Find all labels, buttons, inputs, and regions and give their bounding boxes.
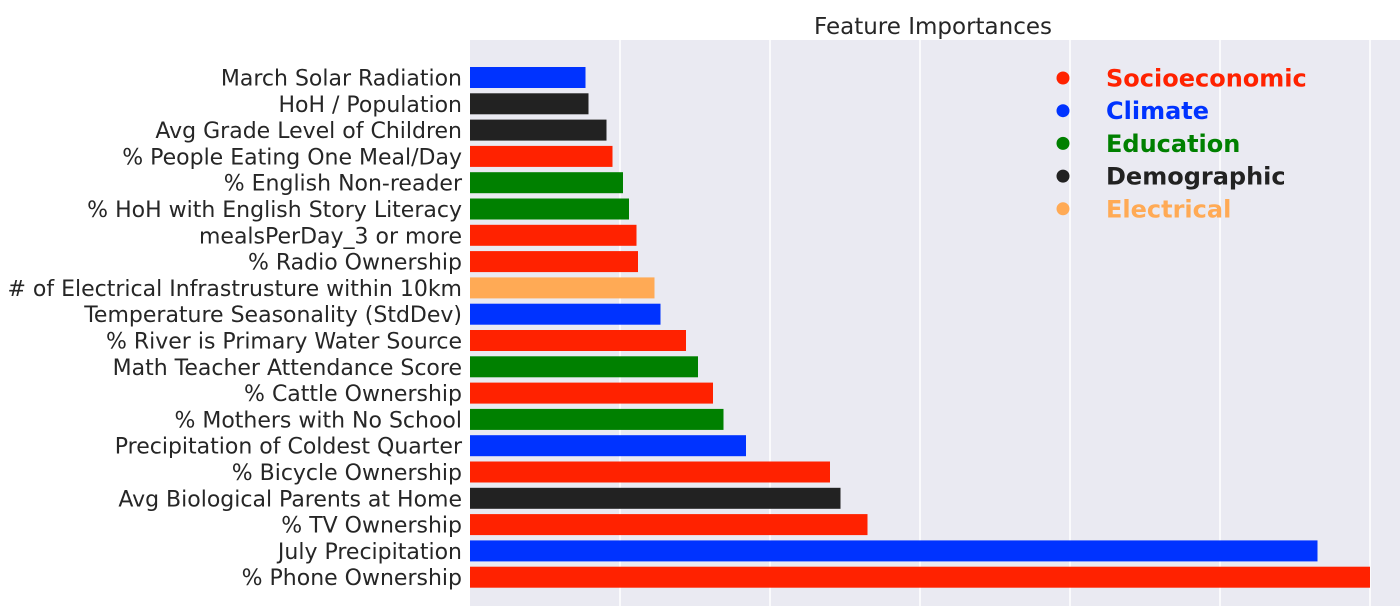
grid-lines <box>619 40 1371 606</box>
legend-marker <box>1056 202 1070 216</box>
y-tick-label: % Radio Ownership <box>248 251 462 276</box>
y-tick-label: % Bicycle Ownership <box>232 461 462 486</box>
y-tick-label: % River is Primary Water Source <box>106 330 462 355</box>
bars <box>470 67 1370 588</box>
y-tick-label: Temperature Seasonality (StdDev) <box>83 303 462 328</box>
bar <box>470 303 661 325</box>
bar <box>470 461 830 483</box>
y-tick-label: Math Teacher Attendance Score <box>113 356 462 381</box>
y-tick-label: Precipitation of Coldest Quarter <box>115 435 463 460</box>
y-tick-label: Avg Biological Parents at Home <box>118 487 462 512</box>
legend-marker <box>1056 71 1070 85</box>
bar <box>470 487 841 509</box>
bar <box>470 435 746 457</box>
bar <box>470 67 586 88</box>
legend-marker <box>1056 169 1070 183</box>
y-tick-label: % HoH with English Story Literacy <box>87 198 462 223</box>
y-tick-label: % English Non-reader <box>224 172 463 197</box>
bar <box>470 382 713 404</box>
y-tick-label: July Precipitation <box>276 540 462 565</box>
legend-marker <box>1056 136 1070 150</box>
bar <box>470 119 607 141</box>
bar <box>470 93 589 115</box>
bar <box>470 251 638 273</box>
legend: Socioeconomic Climate Education Demographic… <box>1056 65 1307 223</box>
y-tick-label: % Cattle Ownership <box>244 382 462 407</box>
bar <box>470 224 637 246</box>
y-tick-label: HoH / Population <box>278 93 462 118</box>
bar <box>470 172 623 194</box>
y-tick-label: % Phone Ownership <box>242 566 462 591</box>
bar <box>470 330 686 351</box>
bar <box>470 514 868 536</box>
bar <box>470 277 655 299</box>
y-tick-label: Avg Grade Level of Children <box>155 119 462 144</box>
legend-marker <box>1056 104 1070 118</box>
bar <box>470 145 613 167</box>
bar <box>470 540 1318 562</box>
bar <box>470 566 1370 588</box>
y-tick-label: % Mothers with No School <box>174 408 462 433</box>
y-tick-label: March Solar Radiation <box>221 67 462 92</box>
legend-label: Demographic <box>1106 163 1286 191</box>
y-tick-label: mealsPerDay_3 or more <box>199 224 462 249</box>
y-tick-label: % People Eating One Meal/Day <box>122 145 462 170</box>
legend-label: Climate <box>1106 97 1209 125</box>
chart-title: Feature Importances <box>814 14 1052 40</box>
bar <box>470 198 629 220</box>
bar <box>470 356 698 378</box>
bar <box>470 408 724 430</box>
legend-label: Education <box>1106 130 1240 158</box>
legend-label: Socioeconomic <box>1106 65 1307 93</box>
y-tick-label: # of Electrical Infrastrusture within 10… <box>7 277 462 302</box>
legend-label: Electrical <box>1106 195 1231 223</box>
y-tick-label: % TV Ownership <box>281 514 462 539</box>
